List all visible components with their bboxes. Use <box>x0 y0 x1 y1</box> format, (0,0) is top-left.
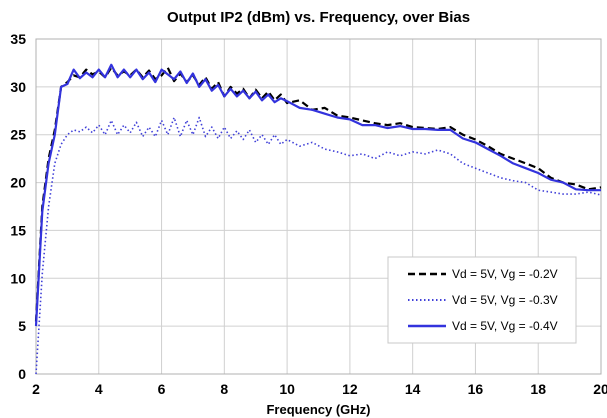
y-tick-label: 30 <box>10 79 26 95</box>
y-tick-label: 15 <box>10 222 26 238</box>
y-tick-label: 25 <box>10 127 26 143</box>
plot-frame <box>35 38 602 375</box>
series-layer <box>34 63 602 375</box>
chart-title: Output IP2 (dBm) vs. Frequency, over Bia… <box>167 9 470 26</box>
x-axis-label: Frequency (GHz) <box>266 402 370 417</box>
x-tick-label: 18 <box>530 381 546 397</box>
legend-label-3: Vd = 5V, Vg = -0.4V <box>452 319 558 333</box>
y-tick-label: 35 <box>10 31 26 47</box>
x-tick-label: 14 <box>405 381 421 397</box>
series-line-2 <box>35 116 602 375</box>
legend-label-1: Vd = 5V, Vg = -0.2V <box>452 267 558 281</box>
x-tick-label: 6 <box>158 381 166 397</box>
x-tick-label: 2 <box>32 381 40 397</box>
y-tick-label: 5 <box>18 318 26 334</box>
legend: Vd = 5V, Vg = -0.2V Vd = 5V, Vg = -0.3V Vd… <box>387 256 577 344</box>
x-tick-label: 8 <box>220 381 228 397</box>
x-tick-label: 20 <box>593 381 607 397</box>
y-tick-label: 0 <box>18 366 26 382</box>
x-tick-label: 16 <box>468 381 484 397</box>
y-tick-label: 20 <box>10 175 26 191</box>
x-tick-label: 12 <box>342 381 358 397</box>
x-tick-label: 10 <box>279 381 295 397</box>
x-tick-label: 4 <box>95 381 103 397</box>
legend-label-2: Vd = 5V, Vg = -0.3V <box>452 293 558 307</box>
tick-labels: 2 4 6 8 10 12 14 16 18 20 0 5 10 15 20 25 30 35 <box>10 31 607 397</box>
legend-box <box>387 256 577 344</box>
y-tick-label: 10 <box>10 270 26 286</box>
series-line-3 <box>34 63 601 327</box>
